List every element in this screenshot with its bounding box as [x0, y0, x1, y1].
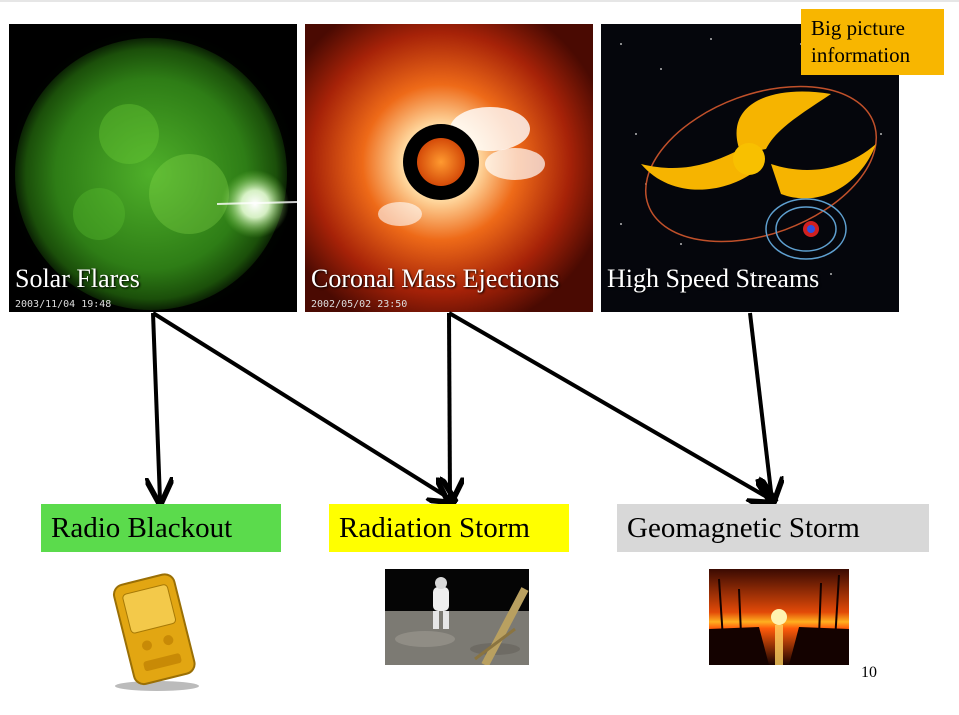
- astronaut-on-moon-photo: [385, 569, 529, 665]
- gps-device-photo: [105, 568, 205, 693]
- high-speed-streams-panel: High Speed Streams: [601, 24, 899, 312]
- cme-timestamp: 2002/05/02 23:50: [311, 299, 408, 310]
- cme-panel: Coronal Mass Ejections 2002/05/02 23:50: [305, 24, 593, 312]
- solar-flares-panel: Solar Flares 2003/11/04 19:48: [9, 24, 297, 312]
- big-picture-note: Big picture information: [801, 9, 944, 75]
- page-number: 10: [861, 664, 877, 681]
- arrow-hss-to-geomagnetic: [748, 312, 772, 500]
- high-speed-streams-label: High Speed Streams: [607, 264, 820, 293]
- cme-label: Coronal Mass Ejections: [311, 264, 560, 293]
- radiation-storm-box: Radiation Storm: [329, 504, 569, 552]
- arrow-cme-to-geomagnetic: [447, 311, 772, 500]
- geomagnetic-storm-box: Geomagnetic Storm: [617, 504, 929, 552]
- radio-blackout-box: Radio Blackout: [41, 504, 281, 552]
- coronagraph-image: [305, 24, 593, 312]
- arrow-flares-to-radio: [153, 312, 160, 500]
- solar-wind-illustration: [620, 38, 882, 275]
- power-lines-sunset-photo: [709, 569, 849, 665]
- top-rule: [0, 0, 959, 2]
- arrow-cme-to-radiation: [449, 312, 450, 500]
- solar-flares-timestamp: 2003/11/04 19:48: [15, 299, 112, 310]
- green-sun-image: [15, 38, 297, 310]
- solar-flares-label: Solar Flares: [15, 264, 140, 293]
- arrow-flares-to-radiation: [151, 311, 452, 500]
